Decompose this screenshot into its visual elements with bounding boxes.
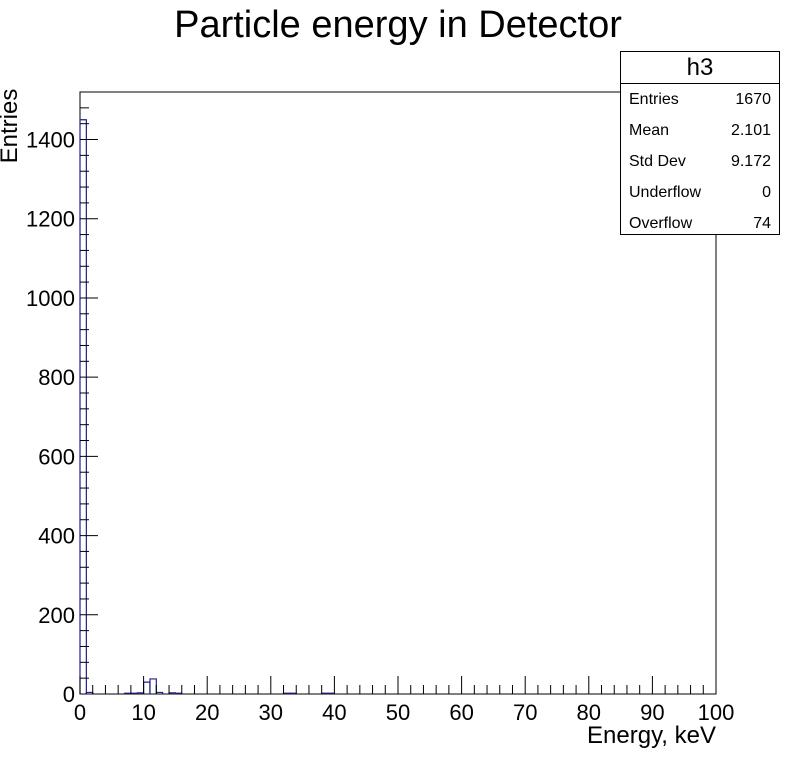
stats-label: Entries <box>629 90 679 108</box>
x-tick-label: 70 <box>513 700 537 725</box>
stats-value: 9.172 <box>730 152 771 170</box>
x-tick-label: 60 <box>449 700 473 725</box>
y-tick-label: 1400 <box>26 128 75 153</box>
y-tick-label: 0 <box>63 682 75 707</box>
histogram-bin <box>143 681 151 694</box>
stats-label: Underflow <box>629 183 702 201</box>
y-tick-label: 400 <box>38 524 75 549</box>
y-tick-label: 1200 <box>26 207 75 232</box>
y-tick-label: 600 <box>38 444 75 469</box>
stats-label: Std Dev <box>629 152 686 170</box>
x-tick-label: 50 <box>386 700 410 725</box>
y-tick-label: 1000 <box>26 286 75 311</box>
stats-label: Mean <box>629 121 670 139</box>
x-tick-label: 10 <box>131 700 155 725</box>
x-tick-label: 100 <box>698 700 735 725</box>
x-tick-label: 30 <box>259 700 283 725</box>
x-tick-label: 0 <box>74 700 86 725</box>
stats-value: 74 <box>753 214 771 232</box>
histogram-bin <box>79 119 87 694</box>
x-tick-label: 40 <box>322 700 346 725</box>
stats-row-underflow: Underflow 0 <box>621 177 779 208</box>
stats-value: 1670 <box>735 90 771 108</box>
y-axis-label: Entries <box>0 88 23 164</box>
stats-box: h3 Entries 1670 Mean 2.101 Std Dev 9.172… <box>620 51 780 235</box>
stats-value: 2.101 <box>730 121 771 139</box>
stats-row-overflow: Overflow 74 <box>621 208 779 239</box>
x-tick-label: 90 <box>640 700 664 725</box>
stats-row-mean: Mean 2.101 <box>621 115 779 146</box>
x-axis-label: Energy, keV <box>587 722 716 749</box>
stats-row-entries: Entries 1670 <box>621 84 779 115</box>
histogram-bin <box>149 678 157 694</box>
x-tick-label: 80 <box>577 700 601 725</box>
stats-row-stddev: Std Dev 9.172 <box>621 146 779 177</box>
chart-title: Particle energy in Detector <box>174 4 622 46</box>
stats-title: h3 <box>621 52 779 84</box>
stats-label: Overflow <box>629 214 693 232</box>
y-tick-label: 800 <box>38 365 75 390</box>
stats-value: 0 <box>762 183 771 201</box>
x-tick-label: 20 <box>195 700 219 725</box>
y-tick-label: 200 <box>38 603 75 628</box>
